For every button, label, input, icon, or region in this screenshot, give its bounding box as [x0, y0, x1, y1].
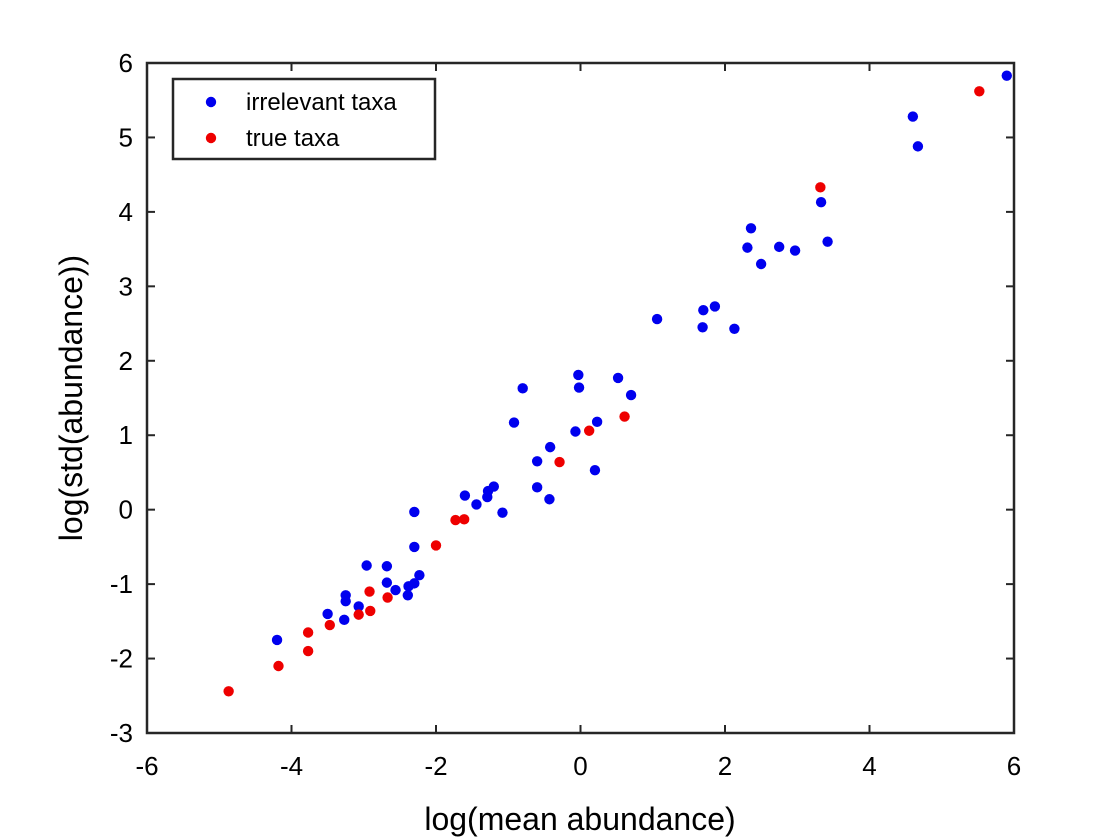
point-irrelevant-taxa	[471, 499, 482, 510]
legend: irrelevant taxa true taxa	[171, 77, 437, 161]
point-true-taxa	[554, 456, 565, 468]
y-tick-label: 0	[119, 495, 133, 525]
point-true-taxa	[458, 514, 470, 525]
y-tick-label: 4	[119, 197, 133, 227]
point-irrelevant-taxa	[573, 369, 584, 381]
point-irrelevant-taxa	[1001, 70, 1012, 81]
point-irrelevant-taxa	[497, 507, 508, 518]
point-true-taxa	[382, 592, 393, 603]
point-irrelevant-taxa	[517, 383, 528, 394]
y-tick-label: 6	[119, 48, 133, 78]
x-axis-title: log(mean abundance)	[424, 801, 735, 837]
data-points	[223, 70, 1012, 697]
point-irrelevant-taxa	[271, 634, 283, 646]
point-irrelevant-taxa	[612, 372, 624, 384]
point-irrelevant-taxa	[625, 389, 637, 401]
point-true-taxa	[353, 609, 364, 620]
point-irrelevant-taxa	[339, 614, 350, 626]
point-irrelevant-taxa	[403, 581, 414, 592]
legend-marker-true	[205, 132, 217, 144]
x-tick-label: 6	[1007, 751, 1021, 781]
point-irrelevant-taxa	[361, 560, 372, 571]
point-true-taxa	[302, 627, 314, 638]
point-irrelevant-taxa	[789, 245, 801, 256]
x-tick-label: -4	[280, 751, 303, 781]
y-tick-label: 1	[119, 420, 133, 450]
y-tick-label: -1	[110, 569, 133, 599]
point-irrelevant-taxa	[709, 301, 721, 312]
point-true-taxa	[974, 86, 985, 97]
point-irrelevant-taxa	[381, 577, 393, 588]
legend-box	[171, 77, 437, 161]
point-true-taxa	[364, 586, 375, 597]
point-irrelevant-taxa	[907, 111, 919, 122]
point-irrelevant-taxa	[390, 584, 401, 596]
point-true-taxa	[430, 540, 442, 551]
point-true-taxa	[583, 425, 595, 436]
point-irrelevant-taxa	[531, 482, 543, 493]
x-tick-label: 4	[862, 751, 876, 781]
y-tick-label: -2	[110, 644, 133, 674]
point-irrelevant-taxa	[755, 258, 767, 270]
point-true-taxa	[273, 660, 284, 672]
point-true-taxa	[365, 605, 376, 617]
point-true-taxa	[450, 514, 461, 526]
point-irrelevant-taxa	[544, 494, 555, 505]
point-irrelevant-taxa	[353, 601, 364, 612]
point-irrelevant-taxa	[745, 223, 757, 234]
point-irrelevant-taxa	[912, 141, 924, 152]
plot-area	[145, 61, 1016, 735]
y-axis-title: log(std(abundance))	[53, 255, 89, 541]
point-irrelevant-taxa	[589, 465, 601, 476]
point-true-taxa	[223, 686, 234, 697]
x-tick-label: 0	[573, 751, 587, 781]
point-irrelevant-taxa	[773, 241, 785, 253]
point-irrelevant-taxa	[414, 569, 425, 581]
point-irrelevant-taxa	[544, 441, 556, 453]
x-tick-label: 2	[718, 751, 732, 781]
point-irrelevant-taxa	[697, 322, 708, 333]
point-irrelevant-taxa	[340, 596, 351, 607]
point-irrelevant-taxa	[591, 416, 603, 428]
point-irrelevant-taxa	[822, 236, 833, 247]
axes-box	[145, 61, 1016, 735]
point-irrelevant-taxa	[742, 242, 753, 253]
x-tick-label: -6	[135, 751, 158, 781]
point-irrelevant-taxa	[409, 541, 420, 553]
y-tick-label: -3	[110, 718, 133, 748]
y-tick-label: 2	[119, 346, 133, 376]
legend-marker-irrelevant	[205, 96, 217, 108]
axis-ticks: -6 -4 -2 0 2 4 6 -3 -2 -1 0 1 2 3 4 5 6	[110, 48, 1021, 781]
point-irrelevant-taxa	[570, 426, 581, 437]
point-true-taxa	[302, 645, 314, 657]
y-tick-label: 5	[119, 122, 133, 152]
point-irrelevant-taxa	[402, 590, 414, 601]
point-irrelevant-taxa	[381, 561, 393, 572]
point-true-taxa	[619, 411, 630, 422]
point-irrelevant-taxa	[531, 456, 543, 467]
point-irrelevant-taxa	[459, 490, 471, 501]
point-irrelevant-taxa	[573, 382, 585, 393]
point-irrelevant-taxa	[322, 608, 333, 620]
point-irrelevant-taxa	[482, 491, 493, 503]
x-tick-label: -2	[424, 751, 447, 781]
point-irrelevant-taxa	[729, 323, 740, 334]
legend-label-true: true taxa	[246, 125, 340, 152]
legend-label-irrelevant: irrelevant taxa	[246, 89, 397, 116]
point-true-taxa	[324, 619, 335, 631]
point-irrelevant-taxa	[698, 304, 709, 316]
point-irrelevant-taxa	[409, 506, 420, 518]
point-true-taxa	[815, 182, 826, 193]
y-tick-label: 3	[119, 271, 133, 301]
point-irrelevant-taxa	[651, 313, 663, 325]
point-irrelevant-taxa	[508, 417, 520, 428]
point-irrelevant-taxa	[815, 197, 827, 208]
